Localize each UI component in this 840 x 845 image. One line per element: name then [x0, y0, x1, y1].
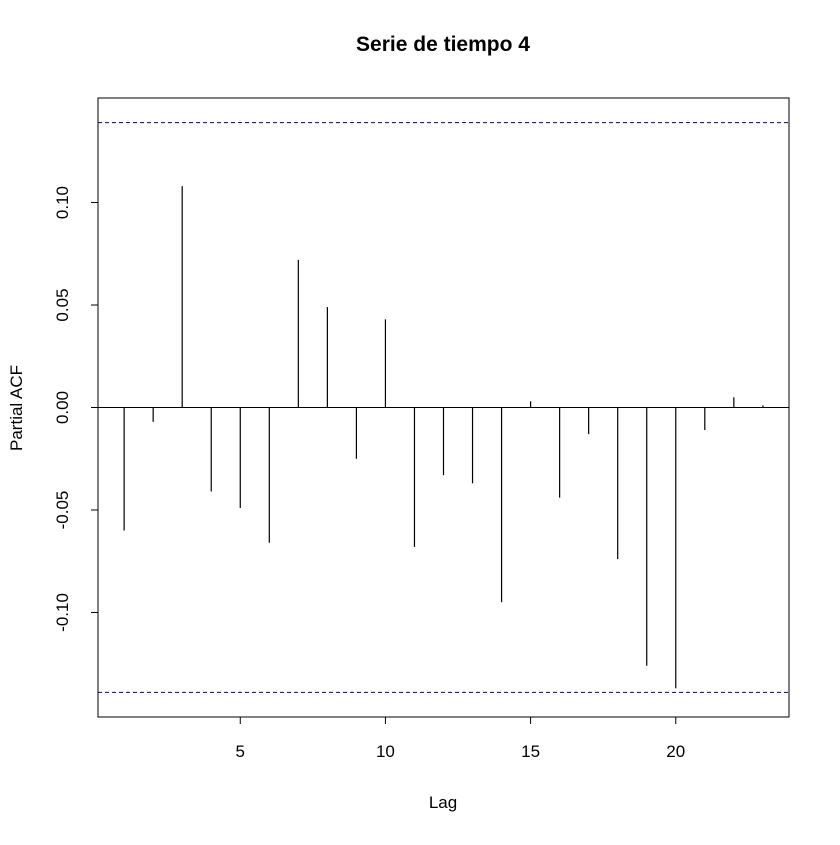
x-tick-label-15: 15: [521, 742, 540, 761]
x-axis-title: Lag: [429, 793, 457, 812]
x-tick-label-5: 5: [236, 742, 245, 761]
x-tick-label-20: 20: [666, 742, 685, 761]
y-tick-label-3: 0.05: [53, 288, 72, 321]
y-tick-label-1: -0.05: [53, 491, 72, 530]
y-axis-title: Partial ACF: [7, 365, 26, 451]
plot-area: 5 10 15 20 -0.10 -0.05 0.00 0.05 0.10: [53, 97, 790, 761]
y-tick-label-0: -0.10: [53, 593, 72, 632]
chart-title: Serie de tiempo 4: [356, 33, 530, 56]
x-tick-label-10: 10: [376, 742, 395, 761]
y-tick-label-4: 0.10: [53, 186, 72, 219]
y-tick-label-2: 0.00: [53, 391, 72, 424]
